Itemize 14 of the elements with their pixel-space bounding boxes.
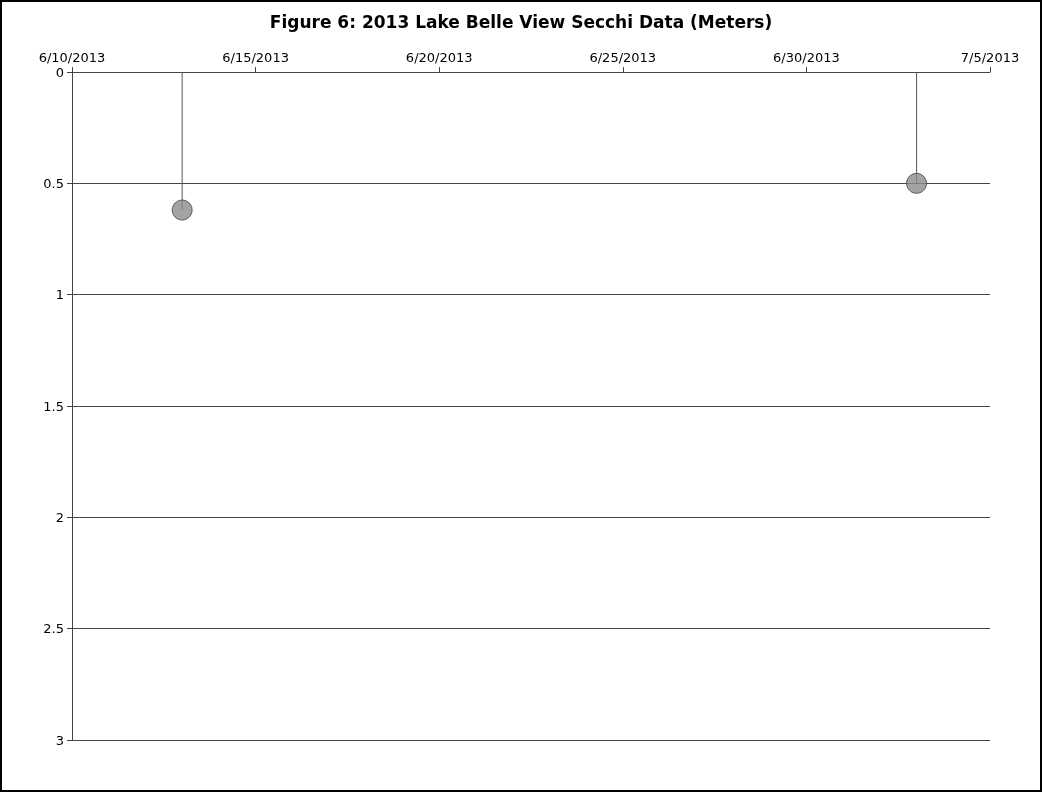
y-tick-label: 1.5 bbox=[43, 398, 64, 414]
x-tick-label: 6/25/2013 bbox=[589, 50, 657, 65]
y-tick-label: 0 bbox=[55, 64, 64, 80]
x-tick-label: 6/10/2013 bbox=[38, 50, 106, 65]
y-tick-label: 2.5 bbox=[43, 621, 64, 637]
y-tick-label: 1 bbox=[55, 287, 64, 303]
chart-title: Figure 6: 2013 Lake Belle View Secchi Data (Meters) bbox=[269, 11, 773, 32]
x-tick-label: 6/30/2013 bbox=[773, 50, 840, 65]
x-tick-label: 6/15/2013 bbox=[222, 50, 289, 65]
x-tick-label: 7/5/2013 bbox=[960, 50, 1020, 65]
y-tick-label: 3 bbox=[55, 732, 64, 748]
x-tick-label: 6/20/2013 bbox=[405, 50, 473, 65]
y-tick-label: 2 bbox=[55, 509, 64, 525]
y-tick-label: 0.5 bbox=[43, 175, 64, 191]
